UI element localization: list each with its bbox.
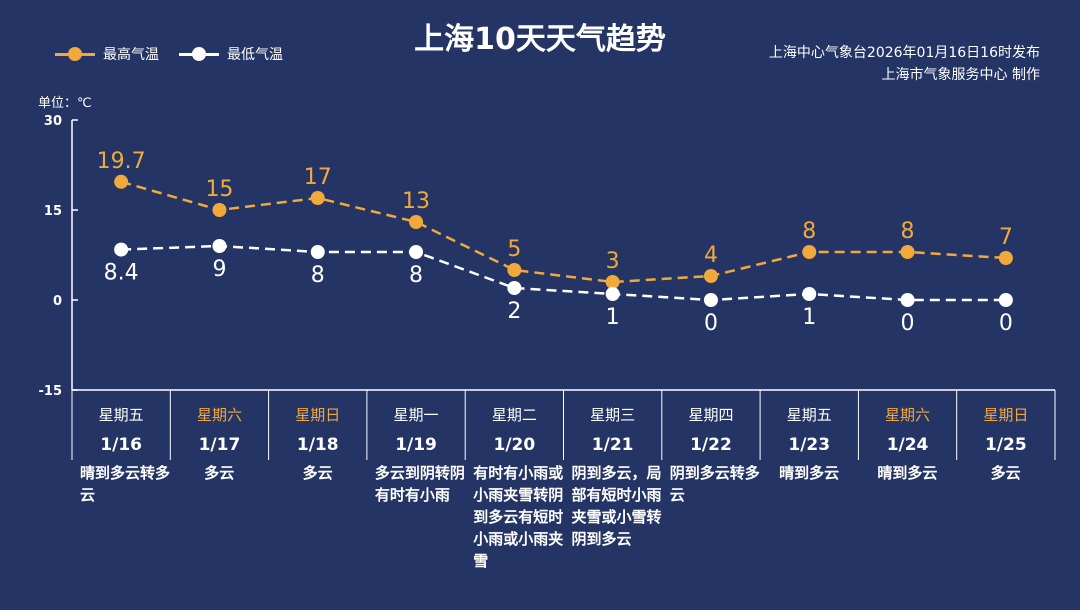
data-point-high [605,275,620,289]
weekday-label: 星期二 [492,406,537,424]
date-label: 1/16 [100,435,142,455]
data-label-high: 8 [901,219,915,244]
weekday-label: 星期日 [295,406,340,424]
weather-description: 多云 [204,464,235,482]
weather-description: 阴到多云转多云 [669,464,760,504]
weekday-label: 星期六 [885,406,930,424]
weather-description: 多云 [990,464,1021,482]
data-point-low [409,245,424,259]
data-point-high [507,263,522,277]
weather-description: 阴到多云，局部有短时小雨夹雪或小雪转阴到多云 [571,464,662,548]
data-point-low [802,287,817,301]
data-point-high [802,245,817,259]
legend-high-marker-icon [55,47,95,61]
data-point-high [998,251,1013,265]
data-label-low: 8 [311,263,325,288]
weekday-label: 星期五 [787,406,832,424]
date-label: 1/21 [592,435,634,455]
date-label: 1/20 [493,435,535,455]
weather-description: 多云到阴转阴有时有小雨 [374,464,465,504]
data-label-low: 1 [802,305,816,330]
data-point-low [310,245,325,259]
data-point-low [900,293,915,307]
legend-high: 最高气温 [55,44,159,64]
data-label-low: 9 [212,257,226,282]
series-line-high [120,180,1006,284]
data-label-high: 7 [999,225,1013,250]
weather-description: 多云 [302,464,333,482]
data-label-low: 2 [507,299,521,324]
date-label: 1/24 [887,435,929,455]
data-point-low [114,242,129,257]
series-line-low [121,244,1006,302]
legend-high-label: 最高气温 [103,47,159,63]
legend-low-marker-icon [179,47,219,61]
data-label-high: 8 [802,219,816,244]
data-label-high: 19.7 [97,149,146,174]
weekday-label: 星期三 [590,406,635,424]
data-label-high: 13 [402,189,430,214]
data-point-low [507,281,522,295]
y-tick-label: 0 [53,294,62,309]
weekday-label: 星期六 [197,406,242,424]
date-label: 1/23 [788,435,830,455]
weather-description: 晴到多云 [779,464,840,482]
date-label: 1/19 [395,435,437,455]
data-point-high [114,174,129,189]
publish-info: 上海中心气象台2026年01月16日16时发布 [768,45,1040,61]
weather-description: 晴到多云 [877,464,938,482]
data-point-low [998,293,1013,307]
data-label-low: 1 [606,305,620,330]
data-label-high: 17 [304,165,332,190]
date-label: 1/22 [690,435,732,455]
legend: 最高气温 最低气温 [55,44,283,64]
data-point-low [212,239,227,253]
weather-description: 晴到多云转多云 [80,464,171,504]
chart-title: 上海10天天气趋势 [414,22,666,57]
data-label-high: 5 [507,237,521,262]
data-label-low: 8 [409,263,423,288]
date-label: 1/17 [199,435,241,455]
data-point-high [310,191,325,205]
legend-low-label: 最低气温 [227,47,283,63]
data-label-low: 8.4 [104,261,139,286]
date-label: 1/18 [297,435,339,455]
data-label-low: 0 [901,311,915,336]
y-tick-label: -15 [39,384,63,399]
data-point-high [900,245,915,259]
y-tick-label: 30 [44,114,62,129]
y-tick-label: 15 [44,204,62,219]
weekday-label: 星期一 [394,406,439,424]
data-label-high: 3 [606,249,620,274]
weekday-label: 星期四 [688,406,733,424]
data-label-low: 0 [999,311,1013,336]
producer-info: 上海市气象服务中心 制作 [881,67,1040,83]
unit-label: 单位：℃ [38,96,92,111]
data-point-high [703,269,718,283]
weekday-label: 星期五 [99,406,144,424]
date-label: 1/25 [985,435,1027,455]
data-point-high [409,215,424,229]
data-point-low [703,293,718,307]
weather-description: 有时有小雨或小雨夹雪转阴到多云有短时小雨或小雨夹雪 [473,464,564,570]
data-label-low: 0 [704,311,718,336]
weekday-label: 星期日 [983,406,1028,424]
data-point-high [212,203,227,217]
data-point-low [605,287,620,301]
legend-low: 最低气温 [179,44,283,64]
data-label-high: 4 [704,243,718,268]
data-label-high: 15 [205,177,233,202]
